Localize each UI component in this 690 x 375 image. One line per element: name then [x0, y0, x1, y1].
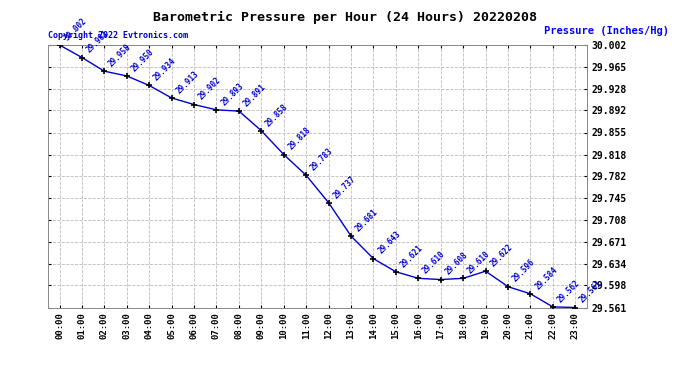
Text: 29.621: 29.621 [399, 243, 424, 269]
Text: 29.981: 29.981 [85, 29, 110, 55]
Text: 29.561: 29.561 [578, 279, 604, 305]
Text: 29.902: 29.902 [197, 76, 223, 102]
Text: 29.681: 29.681 [354, 207, 380, 233]
Text: Pressure (Inches/Hg): Pressure (Inches/Hg) [544, 26, 669, 36]
Text: 29.913: 29.913 [175, 69, 200, 95]
Text: 29.818: 29.818 [286, 126, 313, 152]
Text: 29.958: 29.958 [107, 42, 133, 68]
Text: 29.893: 29.893 [219, 81, 245, 107]
Text: Copyright 2022 Evtronics.com: Copyright 2022 Evtronics.com [48, 31, 188, 40]
Text: 29.610: 29.610 [466, 250, 492, 276]
Text: 29.562: 29.562 [555, 278, 582, 304]
Text: 29.608: 29.608 [444, 251, 469, 277]
Text: 29.934: 29.934 [152, 57, 178, 83]
Text: 29.610: 29.610 [421, 250, 447, 276]
Text: 29.737: 29.737 [331, 174, 357, 200]
Text: Barometric Pressure per Hour (24 Hours) 20220208: Barometric Pressure per Hour (24 Hours) … [153, 11, 537, 24]
Text: 29.643: 29.643 [376, 230, 402, 256]
Text: 29.891: 29.891 [241, 82, 268, 108]
Text: 29.950: 29.950 [130, 47, 155, 73]
Text: 29.858: 29.858 [264, 102, 290, 128]
Text: 30.002: 30.002 [62, 16, 88, 42]
Text: 29.622: 29.622 [489, 242, 514, 268]
Text: 29.596: 29.596 [511, 258, 537, 284]
Text: 29.783: 29.783 [309, 147, 335, 172]
Text: 29.584: 29.584 [533, 265, 559, 291]
